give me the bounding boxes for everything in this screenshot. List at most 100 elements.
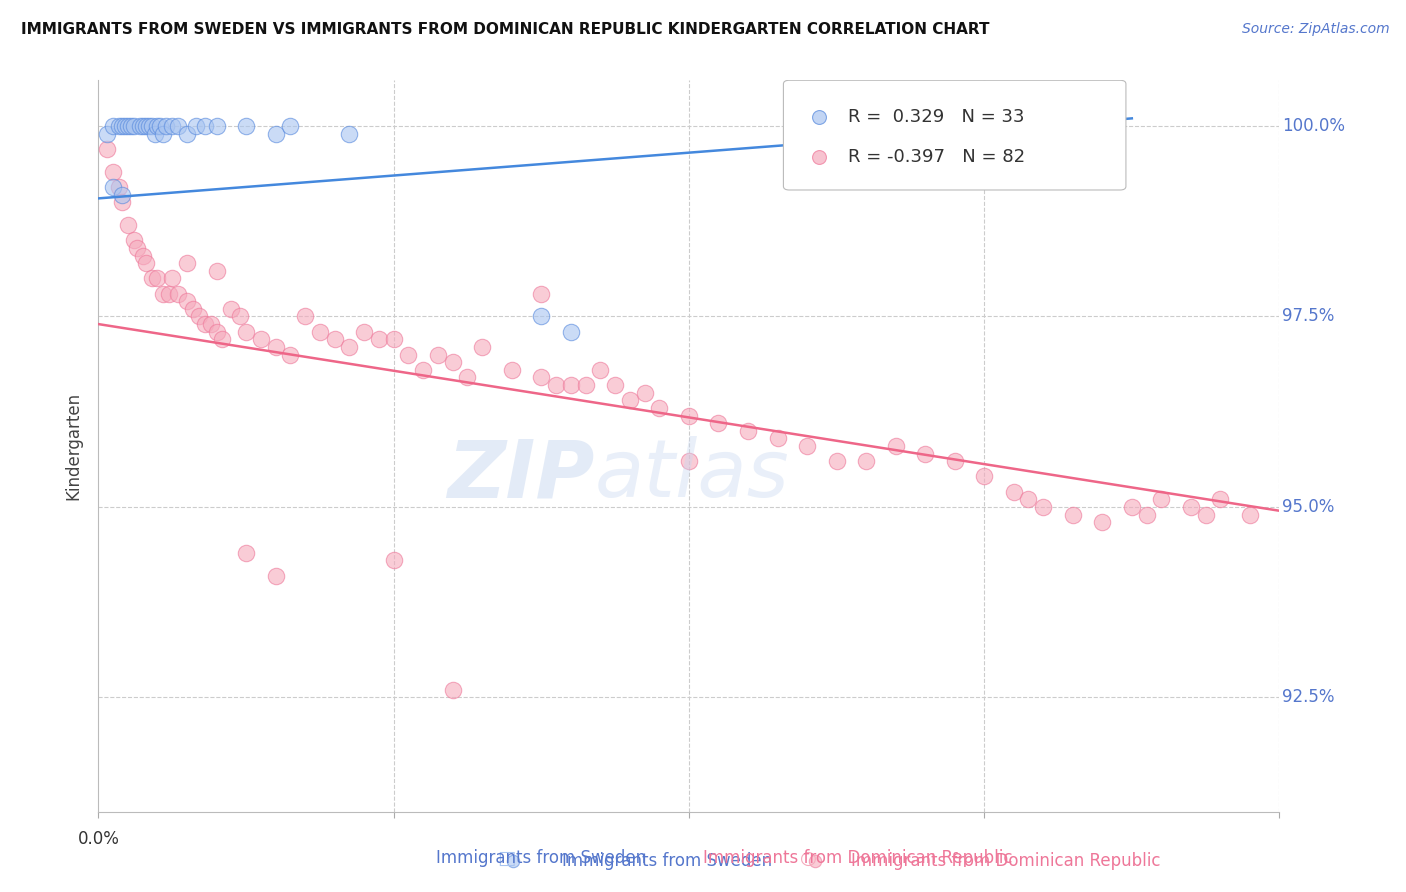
Point: [250, 332, 273, 346]
Point: [530, 310, 553, 324]
Point: [235, 325, 257, 339]
Text: 100.0%: 100.0%: [1282, 117, 1344, 135]
Point: [1209, 492, 1232, 507]
Point: [135, 119, 157, 133]
Point: [114, 119, 136, 133]
Point: [530, 370, 553, 384]
Point: [235, 546, 257, 560]
Point: [128, 119, 150, 133]
Point: [205, 119, 228, 133]
Point: [1239, 508, 1261, 522]
Point: [737, 424, 759, 438]
Point: [184, 119, 207, 133]
Point: [605, 378, 627, 392]
Point: [103, 180, 125, 194]
Point: [441, 682, 464, 697]
Y-axis label: Kindergarten: Kindergarten: [65, 392, 83, 500]
Point: [219, 301, 242, 316]
Point: [264, 568, 287, 582]
Text: Immigrants from Dominican Republic: Immigrants from Dominican Republic: [851, 852, 1160, 870]
Text: 0.0%: 0.0%: [77, 830, 120, 848]
Point: [589, 363, 612, 377]
Text: Immigrants from Sweden: Immigrants from Sweden: [436, 849, 647, 867]
Point: [152, 127, 174, 141]
Point: [1062, 508, 1084, 522]
Point: [337, 340, 360, 354]
Point: [1002, 484, 1025, 499]
Point: [157, 286, 180, 301]
Point: [167, 286, 190, 301]
Point: [1032, 500, 1054, 514]
Point: [560, 378, 582, 392]
Point: [560, 325, 582, 339]
Point: [368, 332, 391, 346]
Point: [122, 119, 145, 133]
Point: [162, 119, 183, 133]
Point: [111, 119, 134, 133]
Point: [162, 271, 183, 285]
Point: [205, 264, 228, 278]
Text: IMMIGRANTS FROM SWEDEN VS IMMIGRANTS FROM DOMINICAN REPUBLIC KINDERGARTEN CORREL: IMMIGRANTS FROM SWEDEN VS IMMIGRANTS FRO…: [21, 22, 990, 37]
Point: [796, 439, 818, 453]
Point: [412, 363, 434, 377]
Point: [678, 409, 700, 423]
Point: [278, 348, 302, 362]
Text: R = -0.397   N = 82: R = -0.397 N = 82: [848, 148, 1025, 166]
Point: [678, 454, 700, 468]
Point: [187, 310, 209, 324]
Point: [928, 119, 950, 133]
Point: [96, 127, 118, 141]
Text: 97.5%: 97.5%: [1282, 308, 1334, 326]
Point: [530, 286, 553, 301]
Point: [155, 119, 177, 133]
Point: [441, 355, 464, 369]
Point: [200, 317, 222, 331]
Point: [117, 119, 139, 133]
Point: [135, 256, 157, 270]
Point: [205, 325, 228, 339]
Point: [122, 233, 145, 247]
Point: [382, 332, 405, 346]
Point: [152, 286, 174, 301]
Point: [382, 553, 405, 567]
Point: [648, 401, 671, 415]
Point: [1195, 508, 1218, 522]
Point: [194, 317, 217, 331]
Point: [1121, 500, 1143, 514]
Point: [176, 127, 198, 141]
Point: [1150, 492, 1173, 507]
Point: [1017, 492, 1039, 507]
Point: [132, 248, 155, 262]
Point: [633, 385, 655, 400]
Point: [825, 454, 848, 468]
Point: [229, 310, 252, 324]
Point: [111, 195, 134, 210]
Point: [125, 241, 148, 255]
Point: [143, 127, 166, 141]
Point: [211, 332, 233, 346]
Point: [353, 325, 375, 339]
Point: [323, 332, 346, 346]
Point: [138, 119, 160, 133]
Point: [108, 119, 131, 133]
Text: R =  0.329   N = 33: R = 0.329 N = 33: [848, 108, 1025, 126]
Point: [146, 271, 169, 285]
Text: atlas: atlas: [595, 436, 789, 515]
Point: [264, 127, 287, 141]
Point: [167, 119, 190, 133]
Point: [141, 271, 163, 285]
Point: [914, 447, 936, 461]
Point: [264, 340, 287, 354]
Point: [544, 378, 567, 392]
Text: □: □: [496, 848, 516, 868]
Text: 92.5%: 92.5%: [1282, 689, 1334, 706]
Point: [943, 454, 966, 468]
Point: [120, 119, 142, 133]
Point: [149, 119, 172, 133]
Point: [103, 119, 125, 133]
Point: [141, 119, 163, 133]
Point: [111, 187, 134, 202]
Point: [278, 119, 302, 133]
Point: [309, 325, 332, 339]
Point: [181, 301, 204, 316]
